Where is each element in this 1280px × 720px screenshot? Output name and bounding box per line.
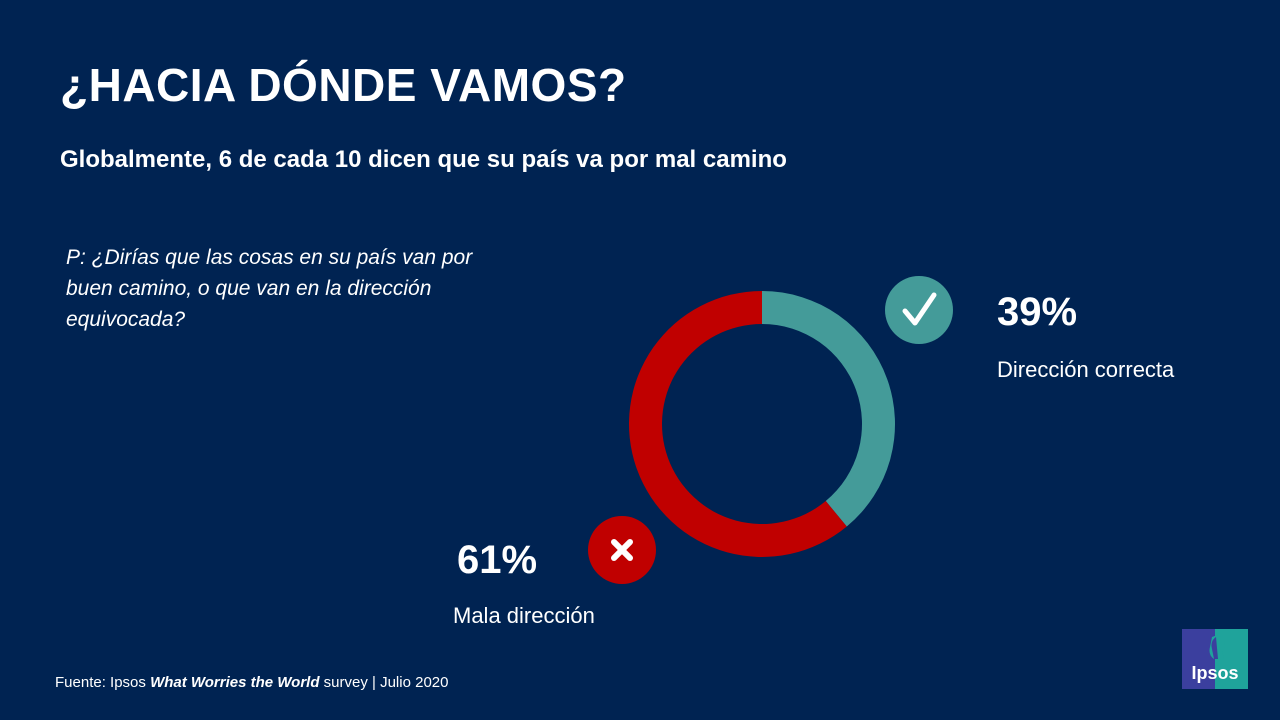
ipsos-logo: Ipsos [1182,629,1248,689]
page-title: ¿HACIA DÓNDE VAMOS? [60,59,627,111]
donut-slice-wrong [629,291,847,557]
page-subtitle: Globalmente, 6 de cada 10 dicen que su p… [60,146,787,173]
survey-question: P: ¿Dirías que las cosas en su país van … [66,246,473,331]
correct-percent-label: 39% [997,290,1078,334]
correct-label: Dirección correcta [997,357,1175,382]
check-icon [902,292,937,326]
donut-slice-correct [762,291,896,527]
check-icon-circle [885,276,953,344]
source-note: Fuente: Ipsos What Worries the World sur… [55,674,449,691]
wrong-label: Mala dirección [453,603,595,628]
x-icon [611,539,633,561]
svg-text:Ipsos: Ipsos [1191,663,1238,683]
wrong-percent-label: 61% [457,538,538,582]
